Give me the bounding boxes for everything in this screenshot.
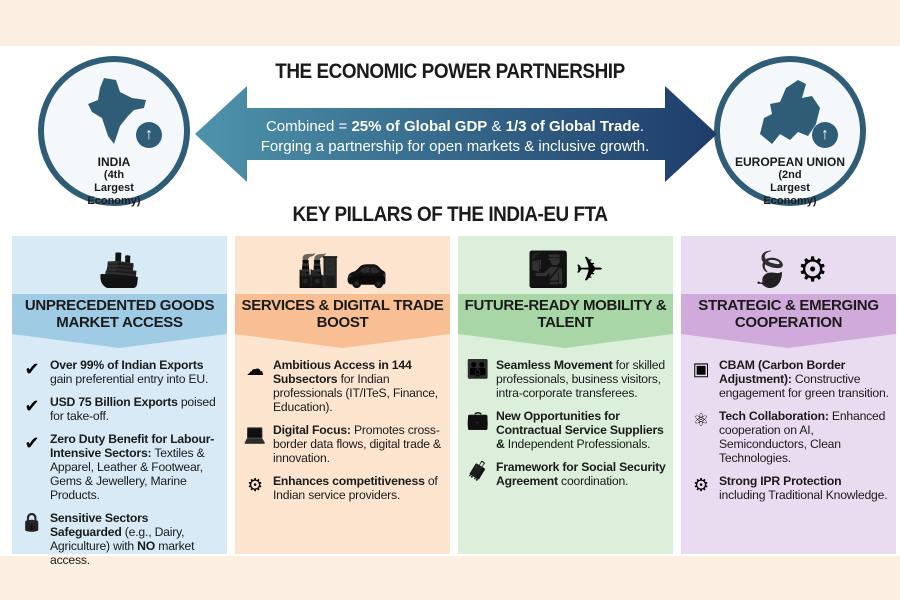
- check-circle-icon: ✔: [24, 396, 40, 416]
- pillar-title: SERVICES & DIGITAL TRADE BOOST: [235, 294, 450, 348]
- double-arrow: [195, 86, 717, 182]
- ship-icon: 🚢: [98, 251, 141, 289]
- pillar-icons: 🚢: [12, 236, 227, 294]
- item-text: market access.: [50, 539, 195, 567]
- list-item: ⚙ Enhances competitiveness of Indian serv…: [243, 474, 444, 502]
- pillar-title: FUTURE-READY MOBILITY & TALENT: [458, 294, 673, 348]
- summary-text: .: [639, 118, 645, 135]
- pillar-icons: 🏭 🚗: [235, 236, 450, 294]
- laptop-icon: 💻: [243, 424, 267, 444]
- summary-text: &: [487, 118, 506, 135]
- atom-icon: ⚛: [693, 410, 709, 430]
- item-text: for Indian professionals (IT/ITeS, Finan…: [273, 372, 438, 414]
- item-text: Digital Focus:: [273, 423, 351, 437]
- item-text: Constructive engagement for green transi…: [719, 372, 889, 400]
- item-text: poised for take-off.: [50, 395, 216, 423]
- partnership-summary: Combined = 25% of Global GDP & 1/3 of Gl…: [240, 117, 670, 157]
- list-item: ☁ Ambitious Access in 144 Subsectors for …: [243, 358, 444, 414]
- item-text: Framework for Social Security Agreement: [496, 460, 666, 488]
- main-title: THE ECONOMIC POWER PARTNERSHIP: [275, 60, 625, 83]
- pillar-column: 🍃 ⚙ STRATEGIC & EMERGING COOPERATION ▣ CBAM …: [681, 236, 896, 554]
- item-text: Independent Professionals.: [504, 437, 651, 451]
- item-text: coordination.: [557, 474, 629, 488]
- suitcase-icon: 🧳: [466, 461, 490, 481]
- pillar-column: 🏭 🚗 SERVICES & DIGITAL TRADE BOOST ☁ Ambitio…: [235, 236, 450, 554]
- eu-badge: ↑ EUROPEAN UNION (2nd Largest Economy): [714, 56, 866, 207]
- item-text: of Indian service providers.: [273, 474, 438, 502]
- factory-icon: 🏭: [297, 251, 340, 289]
- item-text: for skilled professionals, business visi…: [496, 358, 665, 400]
- shield-lock-icon: 🔒: [20, 512, 44, 532]
- list-item: 🔒 Sensitive Sectors Safeguarded (e.g., Da…: [20, 511, 221, 567]
- summary-text: Combined =: [265, 118, 352, 135]
- item-text: New Opportunities for Contractual Servic…: [496, 409, 664, 451]
- leaf-icon: 🍃: [749, 251, 792, 289]
- item-text: Tech Collaboration:: [719, 409, 829, 423]
- airplane-icon: ✈: [575, 251, 604, 289]
- eu-rank: (2nd Largest Economy): [763, 169, 817, 207]
- chip-icon: ▣: [692, 359, 710, 379]
- family-icon: 👪: [466, 359, 490, 379]
- gear-lock-icon: ⚙: [693, 475, 709, 495]
- check-circle-icon: ✔: [24, 433, 40, 453]
- europe-map-icon: [760, 80, 820, 144]
- cloud-network-icon: ☁: [246, 359, 264, 379]
- gdp-share: 25% of Global GDP: [351, 118, 488, 135]
- list-item: 💼 New Opportunities for Contractual Servi…: [466, 409, 667, 451]
- car-icon: 🚗: [345, 251, 388, 289]
- list-item: 🧳 Framework for Social Security Agreement…: [466, 460, 667, 488]
- list-item: ⚙ Strong IPR Protection including Traditi…: [689, 474, 890, 502]
- pillar-title: UNPRECEDENTED GOODS MARKET ACCESS: [12, 294, 227, 348]
- infographic: THE ECONOMIC POWER PARTNERSHIP ↑ INDIA (4…: [0, 46, 900, 567]
- section-title: KEY PILLARS OF THE INDIA-EU FTA: [292, 203, 608, 226]
- item-text: USD 75 Billion Exports: [50, 395, 178, 409]
- list-item: ✔ Zero Duty Benefit for Labour-Intensive …: [20, 432, 221, 502]
- list-item: ⚛ Tech Collaboration: Enhanced cooperatio…: [689, 409, 890, 465]
- summary-line-2: Forging a partnership for open markets &…: [260, 138, 650, 155]
- item-text: Ambitious Access in 144 Subsectors: [273, 358, 412, 386]
- item-text: Enhances competitiveness: [273, 474, 425, 488]
- item-text: including Traditional Knowledge.: [719, 488, 888, 502]
- briefcase-icon: 💼: [466, 410, 490, 430]
- gear-people-icon: ⚙: [247, 475, 263, 495]
- item-text: Enhanced cooperation on AI, Semiconducto…: [719, 409, 886, 465]
- item-text: (e.g., Dairy, Agriculture) with: [50, 525, 185, 553]
- item-text: CBAM (Carbon Border Adjustment):: [719, 358, 846, 386]
- list-item: ✔ Over 99% of Indian Exports gain prefere…: [20, 358, 221, 386]
- list-item: 💻 Digital Focus: Promotes cross-border da…: [243, 423, 444, 465]
- item-text: NO: [137, 539, 156, 553]
- item-text: Seamless Movement: [496, 358, 613, 372]
- pillar-column: 🚢 UNPRECEDENTED GOODS MARKET ACCESS ✔ Over …: [12, 236, 227, 567]
- item-text: Promotes cross-border data flows, digita…: [273, 423, 441, 465]
- trade-share: 1/3 of Global Trade: [505, 118, 640, 135]
- arrow-up-icon: ↑: [136, 122, 162, 148]
- pillar-column: 🛂 ✈ FUTURE-READY MOBILITY & TALENT 👪 Seamles…: [458, 236, 673, 554]
- list-item: 👪 Seamless Movement for skilled professio…: [466, 358, 667, 400]
- item-text: Textiles & Apparel, Leather & Footwear, …: [50, 446, 205, 502]
- item-text: Sensitive Sectors Safeguarded: [50, 511, 149, 539]
- pillar-icons: 🍃 ⚙: [681, 236, 896, 294]
- eu-name: EUROPEAN UNION: [734, 155, 845, 169]
- item-text: gain preferential entry into EU.: [50, 372, 209, 386]
- arrow-up-icon: ↑: [812, 122, 838, 148]
- list-item: ✔ USD 75 Billion Exports poised for take-…: [20, 395, 221, 423]
- item-text: Strong IPR Protection: [719, 474, 842, 488]
- check-circle-icon: ✔: [24, 359, 40, 379]
- india-name: INDIA: [97, 155, 131, 169]
- gear-icon: ⚙: [797, 251, 828, 289]
- india-badge: ↑ INDIA (4th Largest Economy): [38, 56, 190, 207]
- pillar-title: STRATEGIC & EMERGING COOPERATION: [681, 294, 896, 348]
- item-text: Over 99% of Indian Exports: [50, 358, 204, 372]
- passport-icon: 🛂: [527, 251, 570, 289]
- india-rank: (4th Largest Economy): [87, 169, 141, 207]
- item-text: Zero Duty Benefit for Labour-Intensive S…: [50, 432, 215, 460]
- list-item: ▣ CBAM (Carbon Border Adjustment): Constr…: [689, 358, 890, 400]
- india-map-icon: [88, 78, 146, 144]
- pillar-icons: 🛂 ✈: [458, 236, 673, 294]
